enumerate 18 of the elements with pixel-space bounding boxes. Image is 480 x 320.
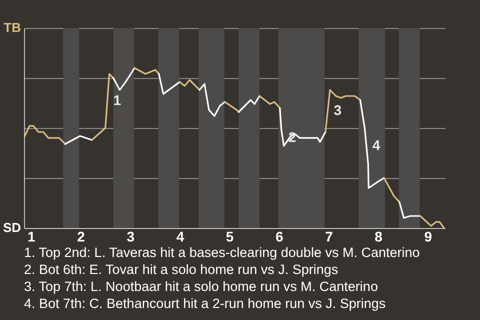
x-tick-label: 2 [77,228,86,244]
annotation: 1 [113,92,122,108]
text: TB [4,20,21,35]
x-tick-label: 3 [126,228,135,244]
x-tick-label: 7 [325,228,334,244]
x-tick-label: 9 [424,228,432,244]
text: SD [2,220,21,235]
x-tick-label: 4 [176,228,184,244]
annotation: 4 [372,136,380,153]
text: 3. Top 7th: L. Nootbaar hit a solo home run vs M. Canterino [24,279,378,294]
x-tick-label: 5 [226,228,234,244]
x-tick-label: 8 [374,228,383,244]
text: 4. Bot 7th: C. Bethancourt hit a 2-run home run vs J. Springs [24,296,386,311]
text: 2. Bot 6th: E. Tovar hit a solo home run vs J. Springs [24,262,338,277]
annotation: 3 [334,102,342,118]
x-tick-label: 1 [28,228,36,244]
x-tick-label: 6 [275,228,284,244]
text: 1. Top 2nd: L. Taveras hit a bases-clearing double vs M. Canterino [24,245,420,260]
